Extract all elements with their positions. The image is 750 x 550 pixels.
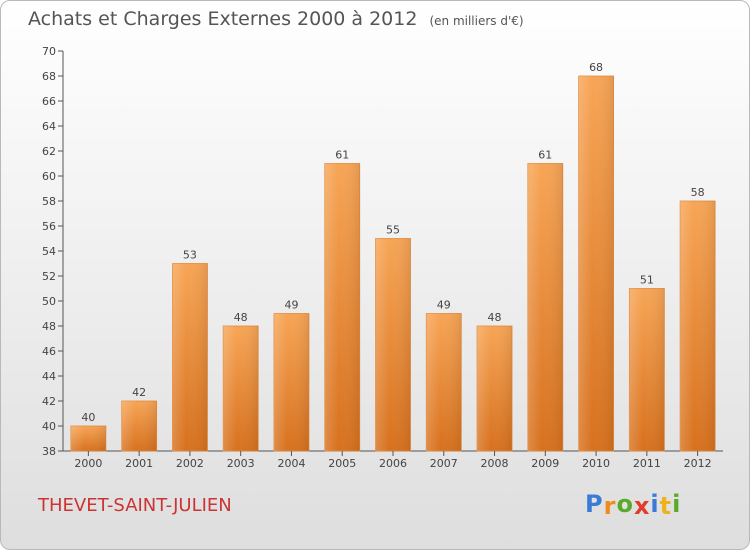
y-tick-label: 54: [42, 245, 56, 258]
bar-value-label: 48: [488, 311, 502, 324]
bar-shade: [578, 76, 614, 451]
y-tick-label: 62: [42, 145, 56, 158]
y-tick-label: 40: [42, 420, 56, 433]
bar-shade: [629, 288, 665, 451]
bar-value-label: 48: [234, 311, 248, 324]
x-tick-label: 2007: [430, 457, 458, 470]
logo-letter: i: [650, 490, 660, 518]
y-tick-label: 64: [42, 120, 56, 133]
x-tick-label: 2008: [481, 457, 509, 470]
bar-value-label: 42: [132, 386, 146, 399]
y-tick-label: 56: [42, 220, 56, 233]
proxiti-logo: Proxiti: [585, 490, 682, 520]
bar-shade: [172, 263, 208, 451]
y-tick-label: 60: [42, 170, 56, 183]
bar-value-label: 49: [284, 299, 298, 312]
logo-letter: t: [659, 492, 673, 520]
x-tick-label: 2002: [176, 457, 204, 470]
logo-letter: P: [585, 490, 604, 518]
x-tick-label: 2009: [531, 457, 559, 470]
bar-value-label: 49: [437, 299, 451, 312]
y-tick-label: 44: [42, 370, 56, 383]
y-tick-label: 66: [42, 95, 56, 108]
bar-value-label: 51: [640, 274, 654, 287]
logo-letter: x: [633, 492, 651, 520]
x-tick-label: 2001: [125, 457, 153, 470]
bar-value-label: 40: [81, 411, 95, 424]
y-tick-label: 68: [42, 70, 56, 83]
y-tick-label: 38: [42, 445, 56, 458]
bar-shade: [426, 313, 462, 451]
logo-letter: r: [603, 492, 617, 520]
y-tick-label: 52: [42, 270, 56, 283]
bar-value-label: 58: [691, 186, 705, 199]
bar-shade: [273, 313, 309, 451]
chart-title: Achats et Charges Externes 2000 à 2012 (e…: [28, 8, 524, 30]
bar-shade: [324, 163, 360, 451]
place-name: THEVET-SAINT-JULIEN: [38, 495, 232, 516]
y-tick-label: 42: [42, 395, 56, 408]
x-tick-label: 2012: [684, 457, 712, 470]
logo-letter: i: [672, 490, 682, 518]
bar-value-label: 68: [589, 61, 603, 74]
x-tick-label: 2005: [328, 457, 356, 470]
bar-shade: [70, 426, 106, 451]
x-tick-label: 2006: [379, 457, 407, 470]
y-tick-label: 50: [42, 295, 56, 308]
bar-shade: [527, 163, 563, 451]
bar-value-label: 61: [335, 149, 349, 162]
logo-letter: o: [616, 490, 634, 518]
y-tick-label: 48: [42, 320, 56, 333]
chart-subtitle: (en milliers d'€): [429, 14, 524, 28]
bar-shade: [680, 201, 716, 451]
x-tick-label: 2010: [582, 457, 610, 470]
x-tick-label: 2011: [633, 457, 661, 470]
bar-shade: [477, 326, 513, 451]
y-tick-label: 58: [42, 195, 56, 208]
x-tick-label: 2003: [227, 457, 255, 470]
x-tick-label: 2004: [277, 457, 305, 470]
y-tick-label: 46: [42, 345, 56, 358]
bar-shade: [121, 401, 157, 451]
y-tick-label: 70: [42, 45, 56, 58]
bar-value-label: 61: [538, 149, 552, 162]
chart-title-text: Achats et Charges Externes 2000 à 2012: [28, 8, 418, 30]
bar-value-label: 53: [183, 249, 197, 262]
x-tick-label: 2000: [74, 457, 102, 470]
bar-shade: [223, 326, 259, 451]
bar-shade: [375, 238, 411, 451]
bar-value-label: 55: [386, 224, 400, 237]
